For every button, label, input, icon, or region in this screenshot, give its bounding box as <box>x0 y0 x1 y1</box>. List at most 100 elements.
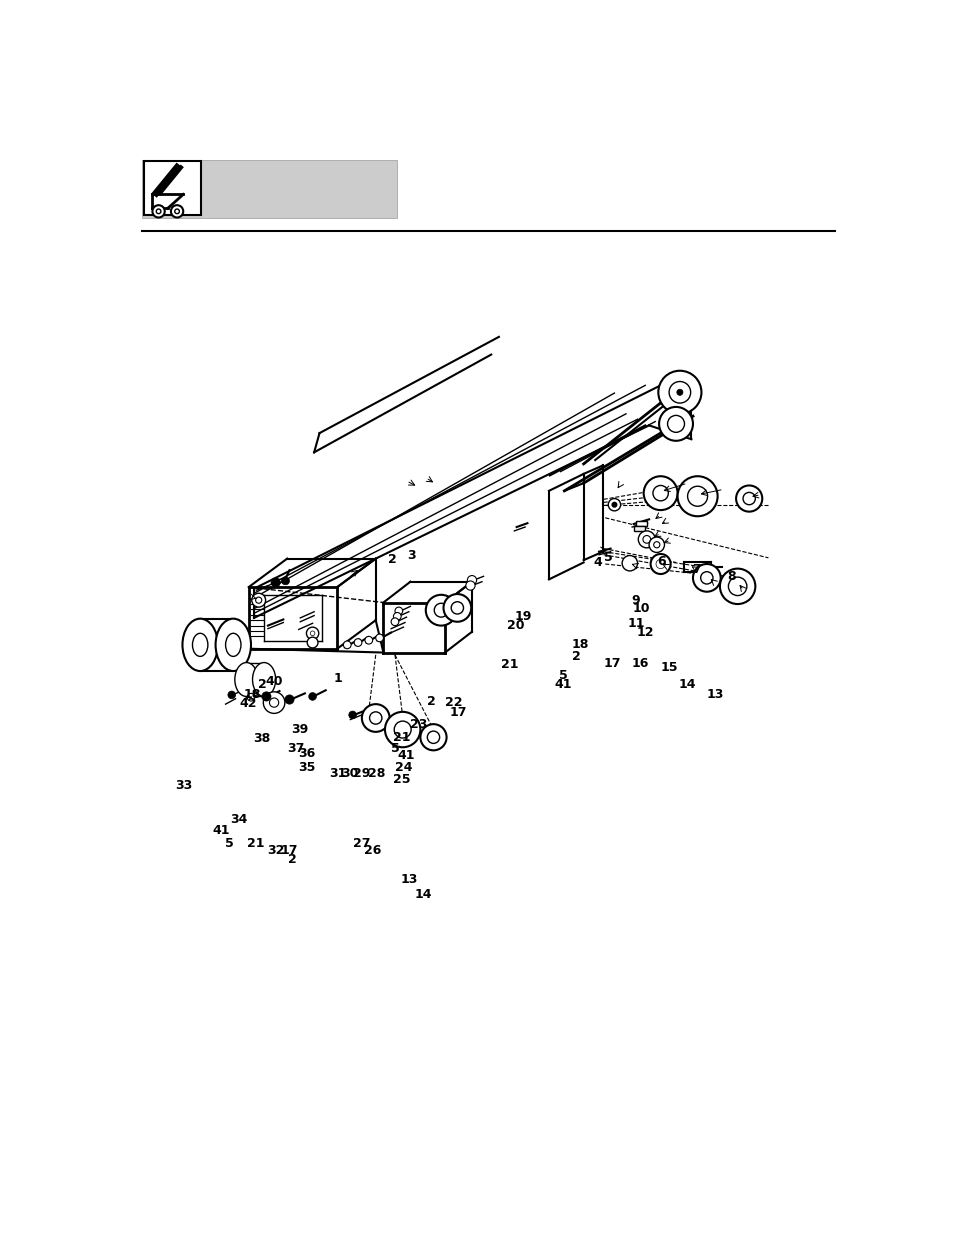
Circle shape <box>648 537 664 552</box>
Text: 5: 5 <box>390 742 399 755</box>
Text: 19: 19 <box>515 610 532 622</box>
Circle shape <box>612 503 616 508</box>
Text: 16: 16 <box>631 657 648 671</box>
Text: 40: 40 <box>265 676 282 688</box>
Text: 39: 39 <box>291 722 308 736</box>
Ellipse shape <box>225 634 241 656</box>
Circle shape <box>659 406 692 441</box>
Circle shape <box>420 724 446 751</box>
Text: 41: 41 <box>554 678 571 692</box>
Circle shape <box>736 485 761 511</box>
Circle shape <box>687 487 707 506</box>
Circle shape <box>361 704 389 732</box>
Bar <box>636 521 646 526</box>
Text: 14: 14 <box>678 678 696 692</box>
Circle shape <box>306 627 318 640</box>
Bar <box>144 162 201 215</box>
Circle shape <box>676 389 682 395</box>
Circle shape <box>643 477 677 510</box>
Circle shape <box>285 695 294 704</box>
Text: 42: 42 <box>239 697 256 710</box>
Text: 41: 41 <box>396 750 415 762</box>
Circle shape <box>742 493 755 505</box>
Text: 17: 17 <box>603 657 620 671</box>
Text: 22: 22 <box>444 697 462 709</box>
Circle shape <box>652 485 668 501</box>
Text: 27: 27 <box>353 837 370 850</box>
Text: 2: 2 <box>427 695 436 708</box>
Text: 32: 32 <box>267 844 284 857</box>
Text: 37: 37 <box>287 742 304 755</box>
Text: 21: 21 <box>393 731 410 745</box>
Text: 12: 12 <box>636 626 654 638</box>
Text: 1: 1 <box>334 672 342 685</box>
Text: 17: 17 <box>280 844 297 857</box>
Circle shape <box>255 597 261 603</box>
Circle shape <box>393 613 400 620</box>
Circle shape <box>700 572 712 584</box>
Text: 30: 30 <box>341 767 358 781</box>
Bar <box>634 526 644 531</box>
Circle shape <box>354 638 361 646</box>
Circle shape <box>425 595 456 626</box>
Circle shape <box>271 578 280 587</box>
Text: 5: 5 <box>224 837 233 850</box>
Circle shape <box>228 692 235 699</box>
Circle shape <box>281 577 289 585</box>
Circle shape <box>310 631 314 636</box>
Text: 38: 38 <box>253 732 271 745</box>
Ellipse shape <box>182 619 217 671</box>
Circle shape <box>349 711 356 719</box>
Circle shape <box>261 692 271 701</box>
Ellipse shape <box>215 619 251 671</box>
Text: 10: 10 <box>632 601 650 615</box>
Circle shape <box>677 477 717 516</box>
Circle shape <box>375 634 383 642</box>
Text: 3: 3 <box>407 548 416 562</box>
Text: 33: 33 <box>175 779 193 792</box>
Text: 35: 35 <box>297 761 315 774</box>
Text: 7: 7 <box>691 563 700 576</box>
Text: 18: 18 <box>243 688 261 700</box>
Text: 41: 41 <box>213 825 230 837</box>
Circle shape <box>621 556 637 571</box>
Circle shape <box>391 618 398 626</box>
Circle shape <box>668 382 690 403</box>
Text: 17: 17 <box>449 705 466 719</box>
Circle shape <box>365 636 373 645</box>
Text: 13: 13 <box>706 688 723 700</box>
Text: 29: 29 <box>353 767 370 781</box>
Circle shape <box>252 593 265 608</box>
Circle shape <box>434 603 448 618</box>
Circle shape <box>152 205 165 217</box>
Text: 2: 2 <box>288 853 296 866</box>
Text: 8: 8 <box>726 569 735 583</box>
Text: 34: 34 <box>231 813 248 826</box>
Circle shape <box>385 711 420 747</box>
Circle shape <box>667 415 684 432</box>
Circle shape <box>465 580 475 590</box>
Text: 26: 26 <box>364 844 381 857</box>
Bar <box>142 159 396 217</box>
Circle shape <box>638 531 655 548</box>
Text: 2: 2 <box>258 678 267 692</box>
Circle shape <box>451 601 463 614</box>
Text: 2: 2 <box>572 651 580 663</box>
Text: 20: 20 <box>506 619 523 632</box>
Circle shape <box>269 698 278 708</box>
Text: 18: 18 <box>571 638 588 651</box>
Text: 21: 21 <box>246 837 264 850</box>
Text: 15: 15 <box>659 661 677 674</box>
Circle shape <box>656 559 664 568</box>
Text: 31: 31 <box>330 767 347 781</box>
Ellipse shape <box>193 634 208 656</box>
Circle shape <box>720 568 755 604</box>
Circle shape <box>247 693 254 701</box>
Text: 6: 6 <box>657 556 665 568</box>
Text: 25: 25 <box>393 773 410 787</box>
Text: 36: 36 <box>297 746 315 760</box>
Text: 2: 2 <box>387 552 395 566</box>
Circle shape <box>343 641 351 648</box>
Circle shape <box>171 205 183 217</box>
Text: 5: 5 <box>603 551 613 563</box>
